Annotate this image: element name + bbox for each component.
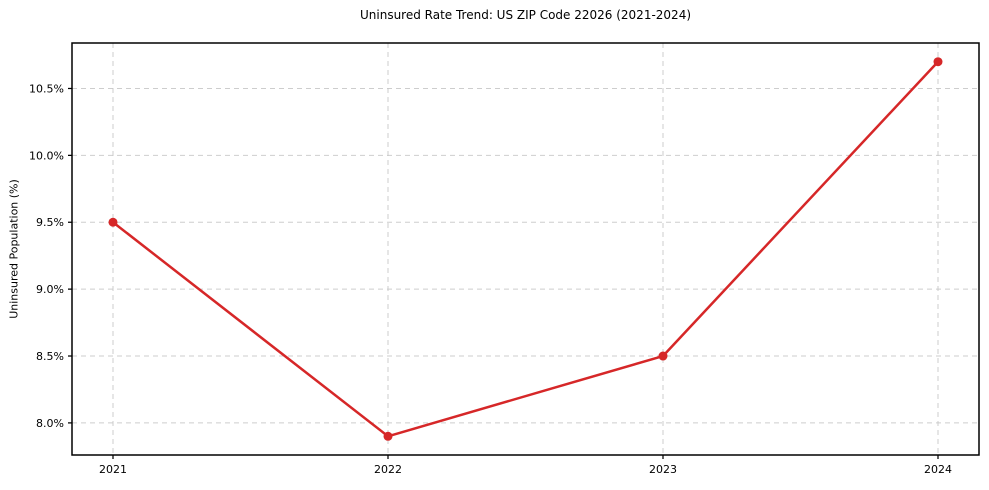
y-tick-label: 10.0% bbox=[29, 149, 64, 162]
data-point-2022 bbox=[383, 431, 393, 441]
data-point-2024 bbox=[933, 57, 943, 67]
data-point-2023 bbox=[658, 351, 668, 361]
y-tick-label: 9.5% bbox=[36, 216, 64, 229]
data-point-2021 bbox=[108, 217, 118, 227]
x-tick-label: 2024 bbox=[924, 463, 952, 476]
plot-border bbox=[71, 42, 980, 456]
x-tick-label: 2021 bbox=[99, 463, 127, 476]
x-tick-label: 2022 bbox=[374, 463, 402, 476]
y-tick-label: 8.5% bbox=[36, 350, 64, 363]
y-tick-label: 10.5% bbox=[29, 82, 64, 95]
y-tick-label: 9.0% bbox=[36, 283, 64, 296]
y-tick-label: 8.0% bbox=[36, 417, 64, 430]
trend-line bbox=[111, 60, 940, 438]
chart-title: Uninsured Rate Trend: US ZIP Code 22026 … bbox=[359, 8, 692, 22]
x-tick-label: 2023 bbox=[649, 463, 677, 476]
